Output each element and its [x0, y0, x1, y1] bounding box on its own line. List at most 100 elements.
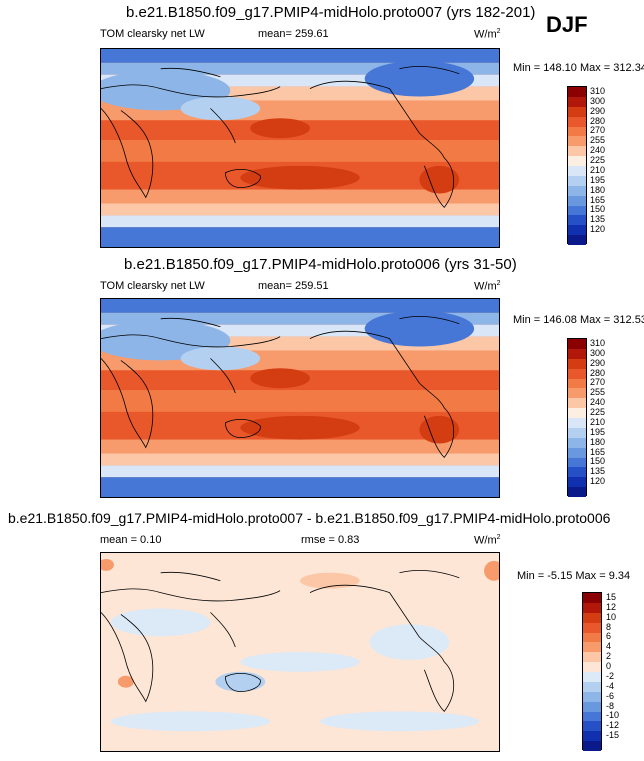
colorbar-label: 8 [606, 622, 612, 632]
panel1-minmax: Min = 148.10 Max = 312.34 [513, 62, 644, 74]
colorbar-swatch [568, 166, 586, 176]
colorbar-label: -6 [606, 691, 615, 701]
colorbar-label: 4 [606, 641, 612, 651]
panel1-colorbar [567, 86, 587, 245]
colorbar-label: 195 [590, 427, 606, 437]
panel3-map [100, 552, 500, 752]
panel2-field [101, 299, 499, 497]
colorbar-swatch [568, 235, 586, 245]
panel3-units: W/m2 [474, 534, 501, 547]
season-label: DJF [546, 12, 588, 37]
panel3-rmse: rmse = 0.83 [301, 534, 360, 546]
colorbar-label: 15 [606, 592, 617, 602]
colorbar-label: -15 [606, 730, 620, 740]
colorbar-label: 165 [590, 195, 606, 205]
colorbar-label: 195 [590, 175, 606, 185]
colorbar-swatch [568, 457, 586, 468]
panel3-colorbar [582, 592, 602, 751]
colorbar-label: 210 [590, 417, 606, 427]
panel1-variable: TOM clearsky net LW [100, 28, 205, 40]
colorbar-swatch [583, 731, 601, 742]
colorbar-swatch [568, 398, 586, 409]
colorbar-swatch [583, 691, 601, 702]
colorbar-label: 255 [590, 387, 606, 397]
colorbar-label: 310 [590, 338, 606, 348]
colorbar-swatch [568, 358, 586, 369]
colorbar-swatch [583, 711, 601, 722]
colorbar-swatch [568, 487, 586, 497]
colorbar-swatch [568, 96, 586, 107]
panel3-title: b.e21.B1850.f09_g17.PMIP4-midHolo.proto0… [8, 510, 611, 526]
panel2-title: b.e21.B1850.f09_g17.PMIP4-midHolo.proto0… [124, 256, 517, 273]
panel2-units: W/m2 [474, 280, 501, 293]
colorbar-swatch [568, 408, 586, 418]
colorbar-swatch [583, 632, 601, 643]
colorbar-swatch [583, 642, 601, 653]
colorbar-swatch [568, 225, 586, 236]
colorbar-swatch [568, 437, 586, 448]
colorbar-label: 290 [590, 358, 606, 368]
panel3-mean: mean = 0.10 [100, 534, 162, 546]
colorbar-label: 255 [590, 135, 606, 145]
colorbar-swatch [583, 672, 601, 682]
colorbar-label: 135 [590, 466, 606, 476]
colorbar-swatch [583, 602, 601, 613]
panel2-minmax: Min = 146.08 Max = 312.53 [513, 314, 644, 326]
panel1-map [100, 48, 500, 248]
panel3-colorbar-labels: 15 12 10 8 6 4 2 0 -2 -4 -6 -8 -10 -12 -… [606, 592, 636, 750]
colorbar-swatch [568, 467, 586, 478]
colorbar-label: -4 [606, 681, 615, 691]
colorbar-swatch [583, 741, 601, 751]
colorbar-swatch [568, 418, 586, 428]
colorbar-swatch [568, 185, 586, 196]
colorbar-label: 135 [590, 214, 606, 224]
colorbar-swatch [568, 106, 586, 117]
colorbar-label: 180 [590, 185, 606, 195]
colorbar-swatch [568, 388, 586, 399]
colorbar-label: 280 [590, 368, 606, 378]
colorbar-label: 12 [606, 602, 617, 612]
colorbar-swatch [583, 681, 601, 692]
colorbar-swatch [568, 339, 586, 349]
colorbar-label: -10 [606, 710, 620, 720]
colorbar-label: 300 [590, 96, 606, 106]
colorbar-label: 225 [590, 155, 606, 165]
colorbar-swatch [568, 156, 586, 166]
panel2-colorbar [567, 338, 587, 497]
colorbar-swatch [583, 662, 601, 672]
colorbar-label: 150 [590, 456, 606, 466]
colorbar-swatch [568, 126, 586, 137]
colorbar-label: -12 [606, 720, 620, 730]
colorbar-swatch [568, 368, 586, 379]
colorbar-label: 6 [606, 631, 612, 641]
colorbar-label: 280 [590, 116, 606, 126]
colorbar-swatch [583, 701, 601, 712]
colorbar-label: 210 [590, 165, 606, 175]
colorbar-swatch [568, 87, 586, 97]
colorbar-swatch [583, 652, 601, 663]
colorbar-label: 10 [606, 612, 617, 622]
colorbar-label: 270 [590, 125, 606, 135]
panel1-title: b.e21.B1850.f09_g17.PMIP4-midHolo.proto0… [126, 4, 536, 21]
colorbar-label: 270 [590, 377, 606, 387]
colorbar-swatch [568, 348, 586, 359]
colorbar-label: 310 [590, 86, 606, 96]
colorbar-swatch [583, 593, 601, 603]
colorbar-label: 150 [590, 204, 606, 214]
panel2-variable: TOM clearsky net LW [100, 280, 205, 292]
colorbar-label: 0 [606, 661, 612, 671]
colorbar-label: 180 [590, 437, 606, 447]
colorbar-swatch [568, 447, 586, 458]
colorbar-swatch [583, 622, 601, 633]
colorbar-label: 290 [590, 106, 606, 116]
panel3-field [101, 553, 499, 751]
colorbar-swatch [568, 116, 586, 127]
colorbar-label: 165 [590, 447, 606, 457]
panel1-mean: mean= 259.61 [258, 28, 329, 40]
colorbar-label: 300 [590, 348, 606, 358]
colorbar-swatch [568, 136, 586, 147]
colorbar-label: -2 [606, 671, 615, 681]
panel1-field [101, 49, 499, 247]
panel1-colorbar-labels: 310 300 290 280 270 255 240 225 210 195 … [590, 86, 620, 244]
panel1-units: W/m2 [474, 28, 501, 41]
